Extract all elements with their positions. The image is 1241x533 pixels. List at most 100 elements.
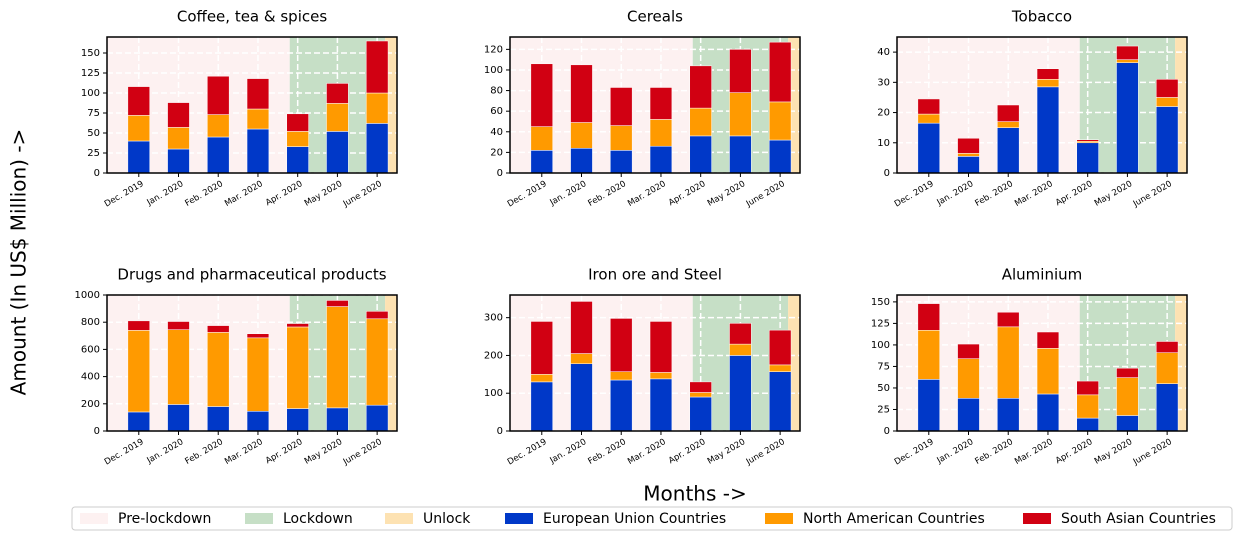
- bar-segment: [729, 323, 752, 345]
- bar-segment: [917, 330, 940, 380]
- x-tick-label: June 2020: [744, 437, 787, 468]
- x-tick-label: June 2020: [341, 437, 384, 468]
- bar-segment: [570, 148, 593, 174]
- x-axis-label: Months ->: [643, 482, 746, 506]
- y-tick-label: 25: [87, 148, 100, 159]
- bar-segment: [957, 156, 980, 174]
- x-tick-label: Mar. 2020: [223, 179, 265, 209]
- bar-segment: [768, 101, 792, 141]
- y-tick-label: 0: [94, 168, 100, 179]
- bar-segment: [1155, 383, 1179, 432]
- y-tick-label: 125: [81, 68, 100, 79]
- bar-segment: [1076, 394, 1099, 419]
- bar-segment: [610, 379, 633, 432]
- bar-segment: [530, 374, 553, 383]
- chart-title: Tobacco: [1011, 8, 1072, 26]
- legend-label: Unlock: [423, 511, 471, 527]
- chart-title: Cereals: [627, 8, 683, 26]
- x-tick-label: May 2020: [303, 179, 344, 209]
- x-tick-label: Jan. 2020: [935, 437, 976, 466]
- bar-segment: [1036, 348, 1060, 395]
- bar-segment: [1155, 79, 1179, 98]
- y-tick-label: 75: [87, 108, 100, 119]
- bar-segment: [610, 318, 633, 372]
- bar-segment: [1036, 86, 1060, 174]
- bar-segment: [997, 311, 1020, 328]
- bar-segment: [649, 378, 673, 432]
- bar-segment: [997, 127, 1020, 174]
- x-tick-label: Apr. 2020: [264, 179, 304, 208]
- bar-segment: [689, 135, 712, 174]
- y-tick-label: 80: [490, 86, 503, 97]
- bar-segment: [1116, 62, 1139, 174]
- bar-segment: [167, 404, 190, 432]
- legend-label: South Asian Countries: [1061, 511, 1216, 527]
- y-tick-label: 1000: [75, 290, 100, 301]
- bar-segment: [246, 333, 270, 339]
- bar-segment: [127, 115, 150, 142]
- bar-segment: [530, 150, 553, 174]
- x-tick-label: Jan. 2020: [935, 179, 976, 208]
- bar-segment: [649, 87, 673, 120]
- bar-segment: [570, 353, 593, 365]
- y-tick-label: 25: [877, 404, 890, 415]
- y-tick-label: 0: [497, 168, 503, 179]
- bar-segment: [167, 148, 190, 174]
- x-tick-label: May 2020: [1093, 437, 1134, 467]
- bar-segment: [917, 98, 940, 115]
- chart-title: Iron ore and Steel: [588, 266, 722, 284]
- bar-segment: [1155, 341, 1179, 353]
- x-tick-label: Dec. 2019: [103, 179, 146, 209]
- bar-segment: [957, 343, 980, 359]
- legend-swatch: [245, 513, 273, 524]
- bar-segment: [207, 75, 230, 115]
- y-tick-label: 30: [877, 77, 890, 88]
- x-tick-label: Apr. 2020: [264, 437, 304, 466]
- y-tick-label: 200: [81, 399, 100, 410]
- x-tick-label: Apr. 2020: [1054, 437, 1094, 466]
- bar-segment: [167, 321, 190, 330]
- bar-segment: [207, 136, 230, 174]
- bar-segment: [649, 145, 673, 174]
- bar-segment: [1155, 97, 1179, 107]
- bar-segment: [1036, 79, 1060, 88]
- chart-title: Aluminium: [1002, 266, 1083, 284]
- bar-segment: [530, 381, 553, 432]
- x-tick-label: Apr. 2020: [667, 437, 707, 466]
- y-tick-label: 0: [497, 426, 503, 437]
- legend-swatch: [385, 513, 413, 524]
- y-tick-label: 50: [877, 383, 890, 394]
- bar-segment: [729, 343, 752, 356]
- y-tick-label: 400: [81, 372, 100, 383]
- axes-frame: [106, 36, 398, 174]
- x-tick-label: Mar. 2020: [626, 437, 668, 467]
- bar-segment: [649, 321, 673, 373]
- bar-segment: [689, 65, 712, 109]
- legend-label: Pre-lockdown: [118, 511, 211, 527]
- region: [1175, 295, 1187, 431]
- bar-segment: [207, 332, 230, 407]
- y-tick-label: 125: [871, 318, 890, 329]
- bar-segment: [286, 146, 309, 174]
- legend-label: European Union Countries: [543, 511, 726, 527]
- x-tick-label: Dec. 2019: [506, 437, 549, 467]
- x-tick-label: Mar. 2020: [1013, 179, 1055, 209]
- bar-segment: [729, 355, 752, 432]
- y-tick-label: 20: [877, 108, 890, 119]
- bar-segment: [207, 114, 230, 138]
- bar-segment: [127, 86, 150, 116]
- x-tick-label: Mar. 2020: [1013, 437, 1055, 467]
- bar-segment: [286, 323, 309, 328]
- x-tick-label: May 2020: [706, 437, 747, 467]
- x-tick-label: June 2020: [744, 179, 787, 210]
- bar-segment: [365, 92, 389, 124]
- y-tick-label: 120: [484, 44, 503, 55]
- x-tick-label: Feb. 2020: [974, 179, 1015, 209]
- bar-segment: [570, 122, 593, 149]
- bar-segment: [167, 102, 190, 128]
- bar-segment: [1076, 380, 1099, 396]
- x-tick-label: Feb. 2020: [587, 437, 628, 467]
- bar-segment: [246, 108, 270, 130]
- bar-segment: [1036, 331, 1060, 349]
